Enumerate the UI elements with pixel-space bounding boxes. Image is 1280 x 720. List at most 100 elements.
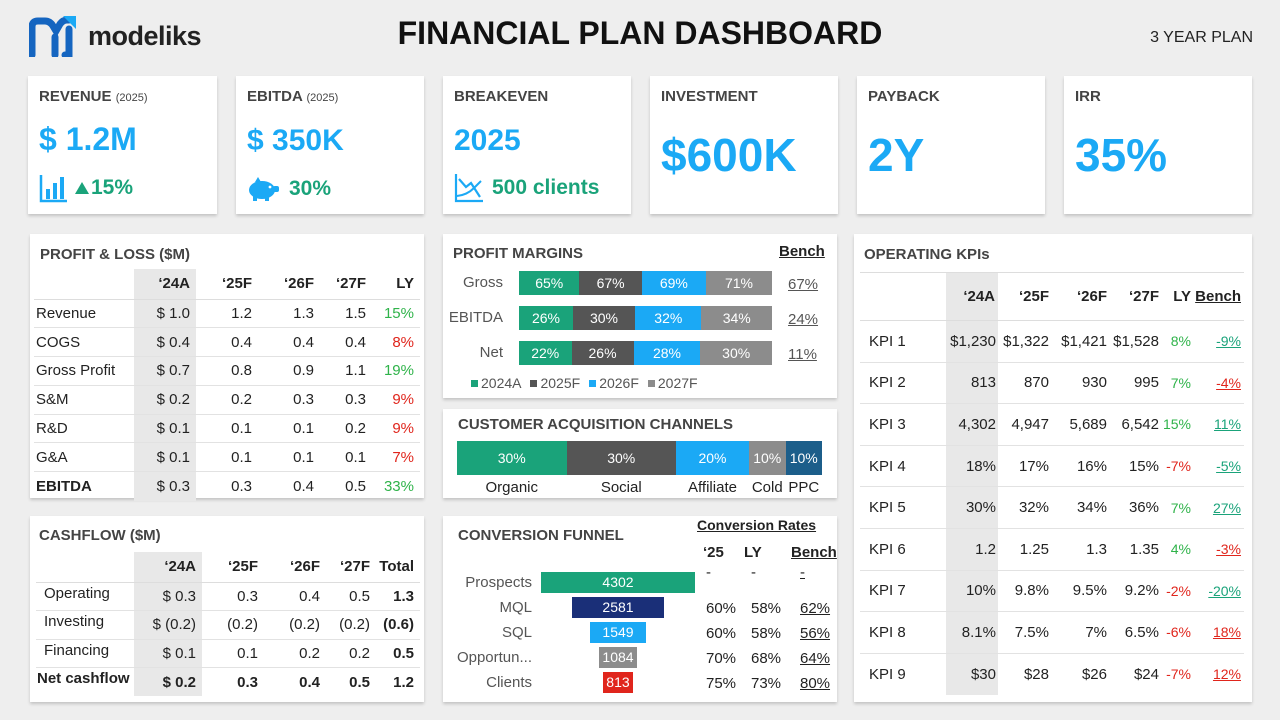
pnl-cell-f26: 0.3 — [258, 385, 320, 415]
kpi-investment-title: INVESTMENT — [661, 88, 758, 105]
cashflow-table: ‘24A ‘25F ‘26F ‘27F Total Operating $ 0.3 0.3 0… — [36, 552, 420, 696]
opkpi-row: KPI 6 1.2 1.25 1.3 1.35 4% -3% — [860, 528, 1244, 571]
opkpi-row: KPI 2 813 870 930 995 7% -4% — [860, 362, 1244, 405]
margins-legend-item: 2027F — [647, 375, 698, 391]
opkpi-cell-24a: 1.2 — [946, 528, 998, 571]
opkpi-cell-ly: -6% — [1162, 611, 1194, 654]
opkpi-cell-24a: 8.1% — [946, 611, 998, 654]
opkpi-cell-f27: 1.35 — [1110, 528, 1162, 571]
margins-bench-value: 11% — [788, 346, 817, 363]
opkpi-table: ‘24A ‘25F ‘26F ‘27F LY Bench KPI 1 $1,230 $1,32… — [860, 272, 1244, 695]
opkpi-row: KPI 7 10% 9.8% 9.5% 9.2% -2% -20% — [860, 570, 1244, 613]
pnl-cell-ly: 15% — [372, 299, 420, 329]
kpi-card-payback: PAYBACK 2Y — [857, 76, 1045, 214]
opkpi-cell-bench: -3% — [1194, 528, 1244, 571]
opkpi-cell-f27: $24 — [1133, 665, 1159, 683]
brand-logo[interactable]: modeliks — [29, 15, 202, 57]
funnel-rate-25: 60% — [706, 600, 737, 617]
kpi-card-investment: INVESTMENT $600K — [650, 76, 838, 214]
opkpi-cell-f26: 16% — [1052, 445, 1110, 488]
margins-bench-header: Bench — [779, 243, 825, 260]
opkpi-cell-f27: 6,542 — [1110, 403, 1162, 446]
margins-legend-label: 2024A — [481, 375, 522, 391]
opkpi-cell-f25: $1,322 — [998, 320, 1052, 363]
margins-legend-item: 2024A — [471, 375, 521, 391]
opkpi-title: OPERATING KPIs — [864, 246, 990, 263]
pnl-header-cell — [34, 269, 134, 300]
margins-legend: 2024A 2025F 2026F 2027F — [471, 375, 707, 391]
opkpi-cell-f26: 9.5% — [1052, 570, 1110, 613]
pnl-row: Revenue $ 1.0 1.2 1.3 1.5 15% — [34, 299, 420, 329]
pnl-table: ‘24A ‘25F ‘26F ‘27F LY Revenue $ 1.0 1.2 1.3 1.5… — [34, 269, 420, 501]
funnel-rate-ly: - — [751, 564, 756, 581]
pnl-cell-24a: $ 1.0 — [134, 299, 196, 329]
opkpi-row-label: KPI 8 — [860, 611, 946, 654]
opkpi-cell-f25: 4,947 — [998, 403, 1052, 446]
opkpi-row: KPI 1 $1,230 $1,322 $1,421 $1,528 8% -9% — [860, 320, 1244, 363]
funnel-title: CONVERSION FUNNEL — [458, 527, 624, 544]
kpi-payback-title: PAYBACK — [868, 88, 940, 105]
pnl-header-cell: LY — [372, 269, 420, 300]
funnel-bar: 1549 — [590, 622, 646, 643]
opkpi-cell-ly: 7% — [1162, 362, 1194, 405]
opkpi-cell-ly: 8% — [1162, 320, 1194, 363]
opkpi-cell-f27: $1,528 — [1110, 320, 1162, 363]
channels-title: CUSTOMER ACQUISITION CHANNELS — [458, 416, 734, 433]
pnl-cell-f27: 0.4 — [320, 327, 372, 358]
kpi-revenue-value: $ 1.2M — [39, 121, 137, 157]
cashflow-cell-f25: 0.3 — [202, 582, 264, 611]
kpi-breakeven-sub: 500 clients — [492, 176, 600, 199]
pnl-cell-24a: $ 0.7 — [134, 356, 196, 386]
opkpi-cell-f27: 995 — [1110, 362, 1162, 405]
pnl-row: EBITDA $ 0.3 0.3 0.4 0.5 33% — [34, 471, 420, 501]
channels-bar: 30% 30% 20% 10% 10% — [457, 441, 822, 475]
opkpi-header-cell: ‘25F — [998, 272, 1052, 321]
cashflow-cell-f27: (0.2) — [326, 610, 376, 640]
margins-bar-segment: 30% — [700, 341, 772, 365]
opkpi-cell-24a: 30% — [946, 486, 998, 529]
opkpi-row: KPI 8 8.1% 7.5% 7% 6.5% -6% 18% — [860, 611, 1244, 654]
opkpi-cell-ly: -2% — [1162, 570, 1194, 613]
pnl-cell-f25: 0.3 — [231, 477, 252, 495]
funnel-bar: 4302 — [541, 572, 695, 593]
funnel-rate-header: Bench — [791, 544, 837, 561]
opkpi-cell-f25: 1.25 — [998, 528, 1052, 571]
opkpi-cell-bench: -20% — [1194, 570, 1244, 613]
funnel-stage-label: MQL — [499, 599, 532, 616]
pnl-cell-f26: 0.4 — [258, 327, 320, 358]
pnl-cell-24a: $ 0.1 — [134, 414, 196, 444]
opkpi-cell-bench: -5% — [1194, 445, 1244, 488]
cashflow-cell-24a: $ 0.1 — [134, 639, 202, 668]
opkpi-header-cell: ‘24A — [946, 272, 998, 321]
pnl-row: G&A $ 0.1 0.1 0.1 0.1 7% — [34, 442, 420, 473]
funnel-rate-bench: 56% — [800, 625, 831, 642]
pnl-row: R&D $ 0.1 0.1 0.1 0.2 9% — [34, 414, 420, 444]
pnl-row: S&M $ 0.2 0.2 0.3 0.3 9% — [34, 385, 420, 415]
opkpi-cell-ly: 15% — [1162, 403, 1194, 446]
channel-label: PPC — [788, 479, 820, 496]
cashflow-header-cell: Total — [376, 552, 420, 583]
cashflow-row: Net cashflow $ 0.2 0.3 0.4 0.5 1.2 — [36, 667, 420, 696]
margins-bar-segment: 71% — [705, 271, 772, 295]
pnl-cell-f27: 0.5 — [345, 477, 366, 495]
cashflow-cell-24a: $ 0.3 — [134, 582, 202, 611]
opkpi-cell-f25: 7.5% — [998, 611, 1052, 654]
cashflow-row: Financing $ 0.1 0.1 0.2 0.2 0.5 — [36, 639, 420, 668]
pnl-cell-ly: 9% — [372, 414, 420, 444]
opkpi-row-label: KPI 4 — [860, 445, 946, 488]
cashflow-cell-f26: 0.4 — [264, 582, 326, 611]
opkpi-row-label: KPI 2 — [860, 362, 946, 405]
opkpi-cell-bench: -4% — [1194, 362, 1244, 405]
funnel-rate-bench: 80% — [800, 675, 831, 692]
pnl-row: Gross Profit $ 0.7 0.8 0.9 1.1 19% — [34, 356, 420, 386]
cashflow-header-cell: ‘24A — [134, 552, 202, 583]
cashflow-header-cell: ‘25F — [202, 552, 264, 583]
pnl-cell-f26: 0.1 — [258, 414, 320, 444]
opkpi-cell-f27: 9.2% — [1110, 570, 1162, 613]
cashflow-cell-total: 0.5 — [376, 639, 420, 668]
cashflow-cell-f27: 0.5 — [326, 582, 376, 611]
funnel-rate-25: - — [706, 564, 711, 581]
margins-row-label: Net — [479, 344, 503, 361]
opkpi-cell-f26: $1,421 — [1052, 320, 1110, 363]
pnl-cell-f27: 0.2 — [320, 414, 372, 444]
